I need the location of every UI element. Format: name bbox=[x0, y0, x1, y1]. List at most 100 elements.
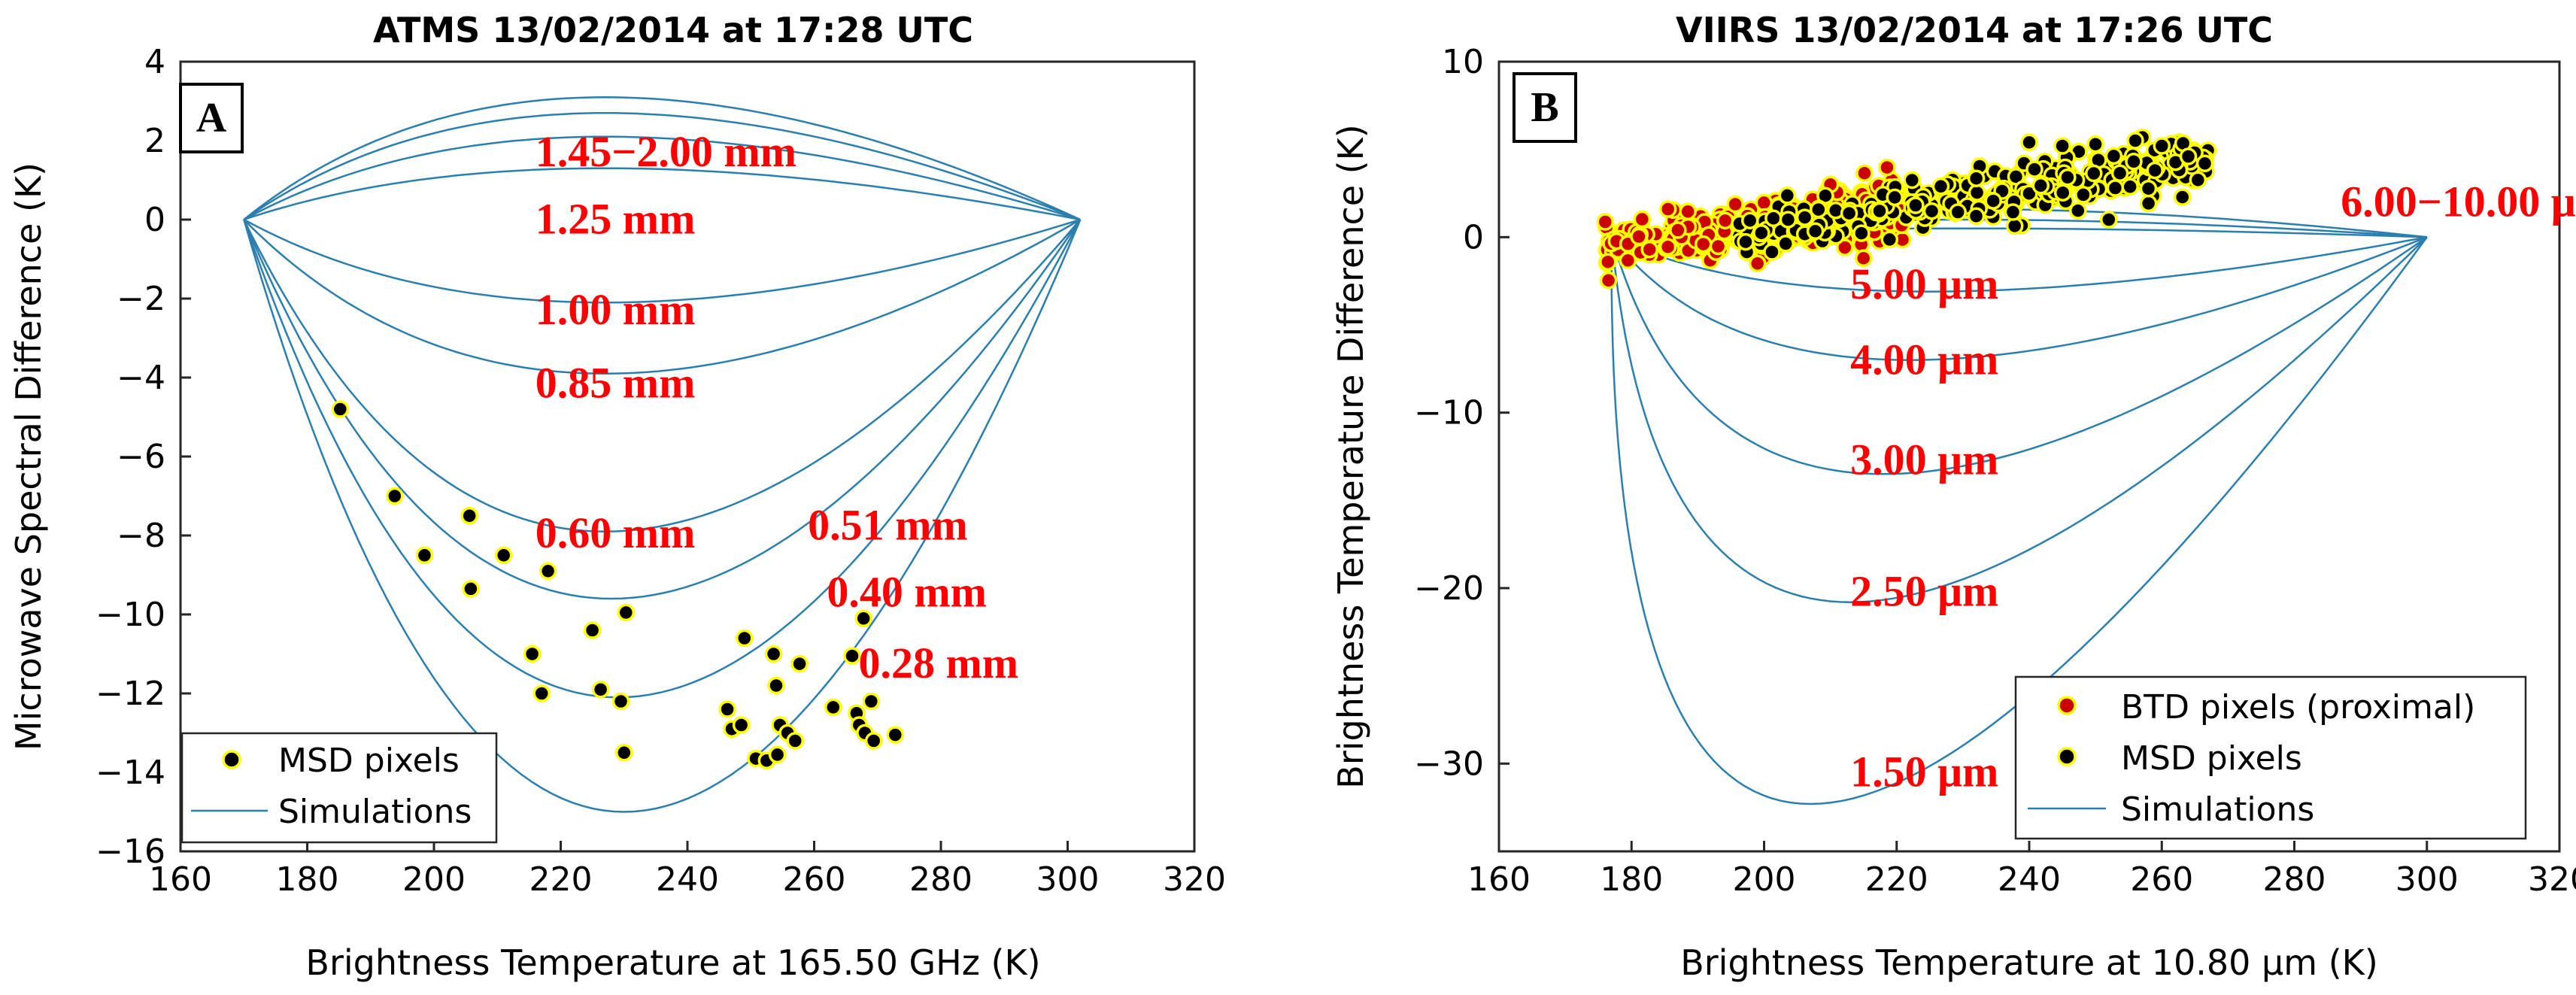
data-point bbox=[2146, 161, 2164, 180]
data-point bbox=[2085, 164, 2103, 183]
data-point bbox=[2069, 202, 2087, 220]
x-tick-label: 240 bbox=[656, 860, 719, 899]
simulation-curve bbox=[243, 219, 1082, 600]
curve-label: 1.25 mm bbox=[536, 194, 696, 243]
data-point bbox=[1871, 202, 1889, 220]
data-point bbox=[415, 546, 434, 565]
simulation-curve bbox=[1610, 236, 2428, 361]
data-point bbox=[1855, 164, 1874, 182]
simulation-curve bbox=[1611, 236, 2428, 293]
x-tick-label: 300 bbox=[1036, 860, 1100, 899]
y-tick-label: 2 bbox=[144, 122, 165, 160]
chart-title: ATMS 13/02/2014 at 17:28 UTC bbox=[373, 10, 973, 50]
data-point bbox=[2195, 154, 2214, 173]
data-point bbox=[1854, 249, 1873, 268]
data-point bbox=[790, 654, 809, 673]
x-tick-label: 200 bbox=[1733, 860, 1796, 899]
data-point bbox=[1737, 232, 1755, 251]
x-axis-label: Brightness Temperature at 165.50 GHz (K) bbox=[305, 942, 1040, 983]
data-point bbox=[862, 692, 881, 711]
data-point bbox=[864, 732, 883, 750]
x-tick-label: 180 bbox=[276, 860, 339, 899]
data-point bbox=[2100, 211, 2118, 229]
data-point bbox=[1619, 251, 1637, 269]
data-point bbox=[494, 546, 513, 565]
data-point bbox=[768, 745, 787, 764]
panel-letter: B bbox=[1531, 84, 1558, 131]
data-point bbox=[1752, 223, 1770, 242]
x-tick-label: 320 bbox=[1163, 860, 1226, 899]
curve-label: 4.00 μm bbox=[1850, 335, 1998, 384]
data-point bbox=[2110, 164, 2129, 183]
data-point bbox=[2004, 203, 2022, 221]
panel-letter: A bbox=[196, 95, 227, 141]
y-tick-label: 0 bbox=[1463, 218, 1484, 256]
data-point bbox=[1886, 188, 1904, 207]
data-point bbox=[386, 487, 404, 505]
legend-label-simulations: Simulations bbox=[2121, 790, 2314, 829]
curve-label: 6.00−10.00 μm bbox=[2341, 177, 2576, 226]
curve-label: 2.50 μm bbox=[1850, 566, 1998, 615]
x-tick-label: 180 bbox=[1600, 860, 1663, 899]
data-point bbox=[532, 684, 551, 702]
data-point bbox=[1740, 211, 1759, 229]
panel-b: VIIRS 13/02/2014 at 17:26 UTC 160 180 200 2… bbox=[1330, 10, 2576, 983]
y-axis-ticks: 4 2 0 −2 −4 −6 −8 −10 −12 −14 −16 bbox=[96, 43, 191, 871]
data-point bbox=[1931, 177, 1950, 196]
data-point bbox=[615, 744, 633, 762]
curve-label: 0.60 mm bbox=[536, 508, 696, 557]
data-point bbox=[1658, 238, 1677, 256]
legend-marker-msd bbox=[222, 750, 241, 769]
data-point bbox=[732, 716, 751, 734]
x-tick-label: 160 bbox=[149, 860, 212, 899]
y-tick-label: −8 bbox=[117, 517, 165, 555]
data-point bbox=[1778, 187, 1797, 205]
y-tick-label: −10 bbox=[96, 596, 165, 634]
data-point bbox=[2126, 132, 2144, 150]
data-point bbox=[1658, 200, 1677, 218]
data-point bbox=[2031, 177, 2050, 195]
legend-marker-btd bbox=[2057, 696, 2077, 715]
data-point bbox=[617, 603, 636, 622]
data-point bbox=[462, 580, 480, 598]
y-tick-label: 4 bbox=[144, 43, 165, 81]
data-point bbox=[331, 400, 350, 418]
y-tick-label: 10 bbox=[1442, 43, 1484, 81]
simulation-curve bbox=[243, 219, 1082, 533]
y-tick-label: −6 bbox=[117, 438, 165, 476]
data-point bbox=[2104, 147, 2123, 165]
data-point bbox=[2020, 133, 2038, 152]
data-point bbox=[1679, 202, 1697, 221]
legend-label-msd: MSD pixels bbox=[278, 742, 460, 780]
data-point bbox=[523, 645, 542, 663]
data-point bbox=[1840, 204, 1858, 223]
data-point bbox=[2086, 135, 2104, 153]
data-point bbox=[2059, 168, 2077, 187]
x-tick-label: 200 bbox=[402, 860, 466, 899]
data-point bbox=[1755, 193, 1773, 212]
y-tick-label: −12 bbox=[96, 675, 165, 713]
data-point bbox=[767, 676, 785, 695]
data-point bbox=[1748, 254, 1767, 273]
data-point bbox=[1903, 171, 1921, 190]
curve-labels: 1.45−2.00 mm 1.25 mm 1.00 mm 0.85 mm 0.60 mm… bbox=[536, 127, 1018, 687]
legend-label-simulations: Simulations bbox=[278, 793, 472, 831]
data-point bbox=[583, 621, 602, 639]
data-point bbox=[1949, 203, 1967, 221]
curve-label: 1.45−2.00 mm bbox=[536, 127, 796, 176]
x-tick-label: 160 bbox=[1467, 860, 1531, 899]
data-point bbox=[1922, 202, 1941, 220]
curve-label: 0.40 mm bbox=[827, 568, 987, 617]
data-point bbox=[2053, 184, 2072, 202]
data-point bbox=[611, 692, 630, 711]
curve-label: 3.00 μm bbox=[1850, 435, 1998, 484]
data-point bbox=[2025, 160, 2044, 178]
x-tick-label: 240 bbox=[1998, 860, 2061, 899]
curve-label: 0.51 mm bbox=[808, 500, 968, 549]
data-point bbox=[1763, 243, 1781, 261]
data-point bbox=[1852, 224, 1871, 242]
legend-label-msd: MSD pixels bbox=[2121, 739, 2302, 778]
data-point bbox=[1764, 209, 1783, 228]
curve-labels: 6.00−10.00 μm 5.00 μm 4.00 μm 3.00 μm 2.50 μ… bbox=[1850, 177, 2576, 796]
data-point bbox=[1907, 196, 1925, 214]
